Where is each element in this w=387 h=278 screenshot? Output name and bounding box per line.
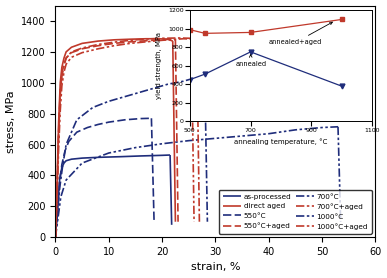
Y-axis label: stress, MPa: stress, MPa (5, 90, 15, 153)
Legend: as-processed, direct aged, 550°C, 550°C+aged, 700°C, 700°C+aged, 1000°C, 1000°C+: as-processed, direct aged, 550°C, 550°C+… (219, 190, 372, 234)
X-axis label: strain, %: strain, % (191, 262, 240, 272)
